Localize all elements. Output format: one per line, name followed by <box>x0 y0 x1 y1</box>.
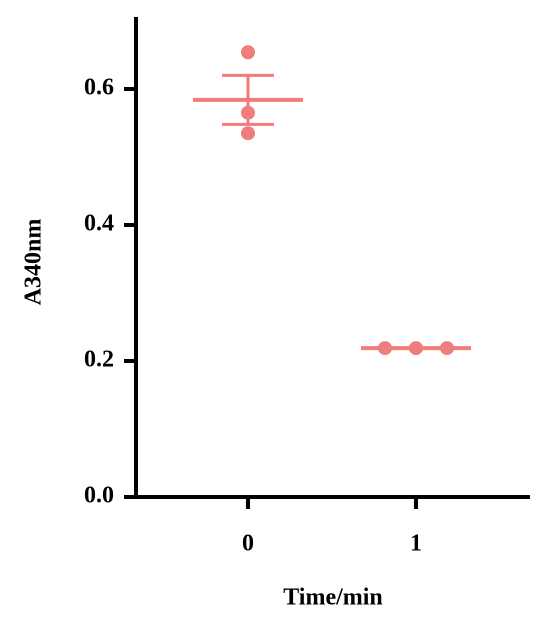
y-tick-label: 0.2 <box>84 347 114 373</box>
y-tick-label: 0.0 <box>84 483 114 509</box>
data-point <box>241 126 255 141</box>
y-axis-label: A340nm <box>21 219 47 306</box>
x-tick-label: 1 <box>410 531 422 557</box>
data-point <box>241 45 255 60</box>
y-tick-label: 0.6 <box>84 75 114 101</box>
x-tick-label: 0 <box>242 531 254 557</box>
y-tick-label: 0.4 <box>84 211 114 237</box>
x-axis-label: Time/min <box>283 585 383 611</box>
